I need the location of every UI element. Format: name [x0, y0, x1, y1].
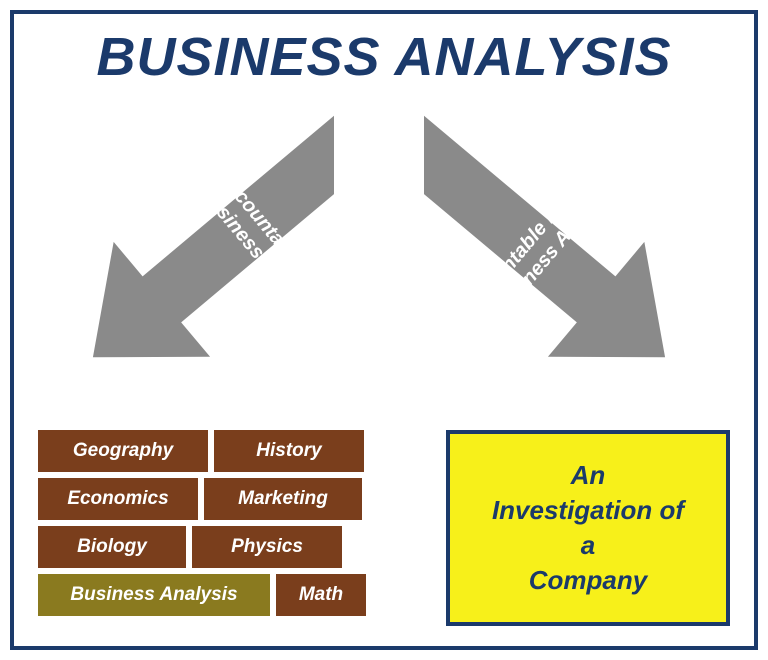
subject-cell: Math	[276, 574, 366, 616]
subject-cell: History	[214, 430, 364, 472]
subject-row: BiologyPhysics	[38, 526, 370, 568]
definition-text: AnInvestigation ofaCompany	[492, 458, 684, 598]
subject-cell: Business Analysis	[38, 574, 270, 616]
subject-cell: Geography	[38, 430, 208, 472]
arrow-left	[74, 109, 334, 419]
diagram-frame: BUSINESS ANALYSIS Uncountable Noun Busin…	[10, 10, 758, 650]
arrow-right	[424, 109, 684, 419]
subject-row: Business AnalysisMath	[38, 574, 370, 616]
subject-row: GeographyHistory	[38, 430, 370, 472]
subject-cell: Physics	[192, 526, 342, 568]
subject-cell: Biology	[38, 526, 186, 568]
subject-cell: Marketing	[204, 478, 362, 520]
subject-row: EconomicsMarketing	[38, 478, 370, 520]
main-title: BUSINESS ANALYSIS	[14, 26, 754, 88]
definition-box: AnInvestigation ofaCompany	[446, 430, 730, 626]
subject-cell: Economics	[38, 478, 198, 520]
subjects-grid: GeographyHistory EconomicsMarketing Biolog…	[38, 430, 370, 622]
